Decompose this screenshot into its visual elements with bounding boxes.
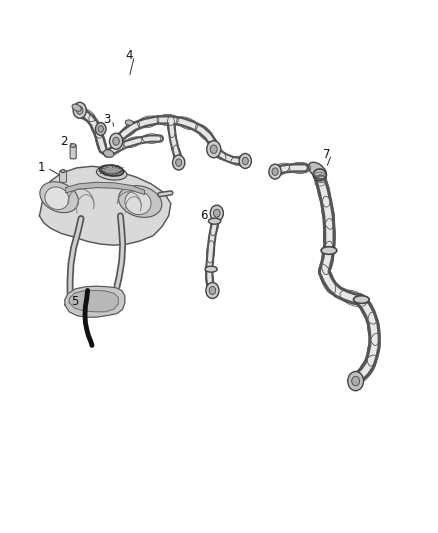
Circle shape [272, 168, 278, 175]
Circle shape [95, 123, 106, 135]
Ellipse shape [119, 185, 162, 217]
Circle shape [98, 126, 103, 132]
Ellipse shape [45, 187, 69, 209]
Ellipse shape [100, 165, 124, 176]
Ellipse shape [96, 166, 127, 180]
Text: 4: 4 [125, 50, 133, 62]
Text: 2: 2 [60, 135, 67, 148]
FancyBboxPatch shape [60, 171, 67, 182]
Ellipse shape [72, 104, 81, 111]
Ellipse shape [309, 162, 326, 179]
Text: 5: 5 [71, 295, 78, 308]
Circle shape [110, 133, 123, 149]
Polygon shape [39, 166, 171, 245]
Ellipse shape [40, 182, 78, 213]
Ellipse shape [321, 247, 337, 254]
Ellipse shape [103, 150, 114, 157]
Circle shape [76, 106, 83, 114]
Ellipse shape [125, 190, 151, 215]
Circle shape [210, 205, 223, 221]
Ellipse shape [205, 266, 217, 272]
FancyBboxPatch shape [70, 145, 76, 159]
Circle shape [176, 159, 182, 166]
Ellipse shape [353, 296, 369, 303]
Ellipse shape [70, 144, 76, 147]
Text: 1: 1 [38, 161, 46, 174]
Circle shape [113, 137, 119, 146]
Circle shape [352, 376, 360, 386]
Circle shape [207, 141, 221, 158]
Circle shape [348, 372, 364, 391]
Circle shape [239, 154, 251, 168]
Text: 3: 3 [104, 114, 111, 126]
Circle shape [206, 282, 219, 298]
Circle shape [269, 164, 281, 179]
Polygon shape [69, 290, 118, 312]
Circle shape [73, 102, 86, 118]
Ellipse shape [208, 218, 221, 224]
Text: 7: 7 [322, 148, 330, 161]
Polygon shape [65, 286, 125, 317]
Polygon shape [66, 182, 145, 195]
Ellipse shape [349, 375, 363, 387]
Ellipse shape [61, 169, 65, 173]
Text: 6: 6 [200, 209, 208, 222]
Circle shape [242, 157, 248, 165]
Circle shape [173, 155, 185, 170]
Circle shape [209, 286, 216, 294]
Circle shape [210, 145, 217, 154]
Circle shape [214, 209, 220, 217]
Ellipse shape [125, 120, 133, 125]
